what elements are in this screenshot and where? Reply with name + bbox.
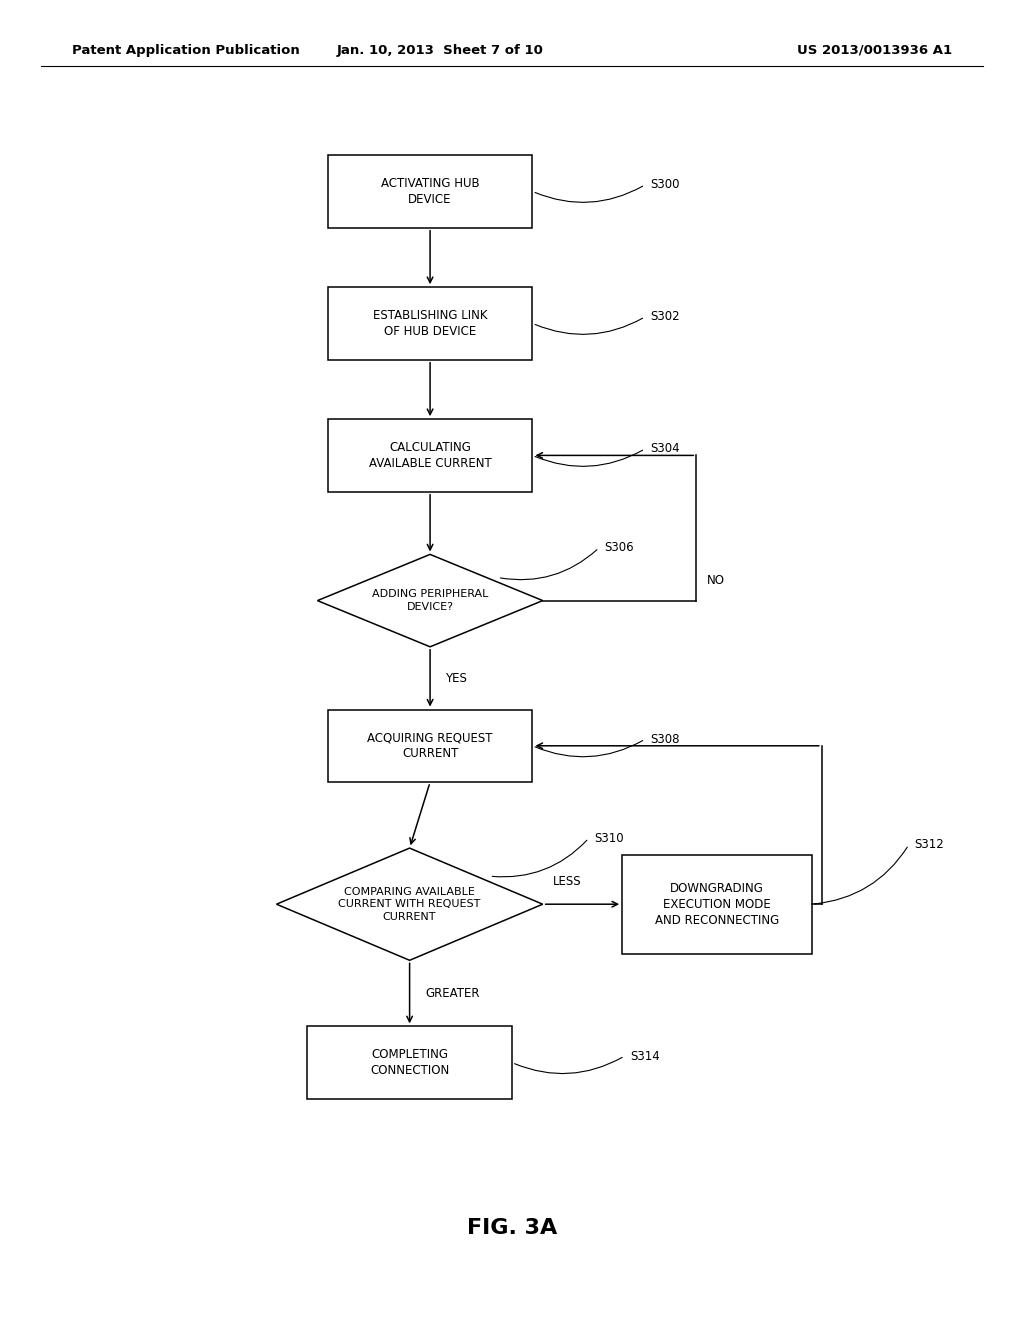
FancyBboxPatch shape [328,286,532,359]
Polygon shape [276,849,543,961]
Text: DOWNGRADING
EXECUTION MODE
AND RECONNECTING: DOWNGRADING EXECUTION MODE AND RECONNECT… [654,882,779,927]
Text: COMPARING AVAILABLE
CURRENT WITH REQUEST
CURRENT: COMPARING AVAILABLE CURRENT WITH REQUEST… [338,887,481,921]
Polygon shape [317,554,543,647]
Text: S306: S306 [604,541,634,554]
Text: ACQUIRING REQUEST
CURRENT: ACQUIRING REQUEST CURRENT [368,731,493,760]
Text: S308: S308 [650,733,680,746]
Text: YES: YES [445,672,467,685]
Text: S300: S300 [650,178,680,191]
Text: Patent Application Publication: Patent Application Publication [72,44,299,57]
FancyBboxPatch shape [328,418,532,491]
FancyBboxPatch shape [328,710,532,781]
Text: S304: S304 [650,442,680,455]
Text: S310: S310 [594,832,624,845]
FancyBboxPatch shape [307,1027,512,1098]
Text: S312: S312 [913,838,944,851]
Text: FIG. 3A: FIG. 3A [467,1217,557,1238]
FancyBboxPatch shape [622,855,811,953]
Text: US 2013/0013936 A1: US 2013/0013936 A1 [798,44,952,57]
Text: S314: S314 [630,1049,659,1063]
Text: ESTABLISHING LINK
OF HUB DEVICE: ESTABLISHING LINK OF HUB DEVICE [373,309,487,338]
Text: S302: S302 [650,310,680,323]
Text: ACTIVATING HUB
DEVICE: ACTIVATING HUB DEVICE [381,177,479,206]
Text: GREATER: GREATER [425,987,479,999]
Text: LESS: LESS [553,875,582,888]
Text: NO: NO [707,574,725,587]
FancyBboxPatch shape [328,154,532,227]
Text: Jan. 10, 2013  Sheet 7 of 10: Jan. 10, 2013 Sheet 7 of 10 [337,44,544,57]
Text: CALCULATING
AVAILABLE CURRENT: CALCULATING AVAILABLE CURRENT [369,441,492,470]
Text: ADDING PERIPHERAL
DEVICE?: ADDING PERIPHERAL DEVICE? [372,590,488,611]
Text: COMPLETING
CONNECTION: COMPLETING CONNECTION [370,1048,450,1077]
